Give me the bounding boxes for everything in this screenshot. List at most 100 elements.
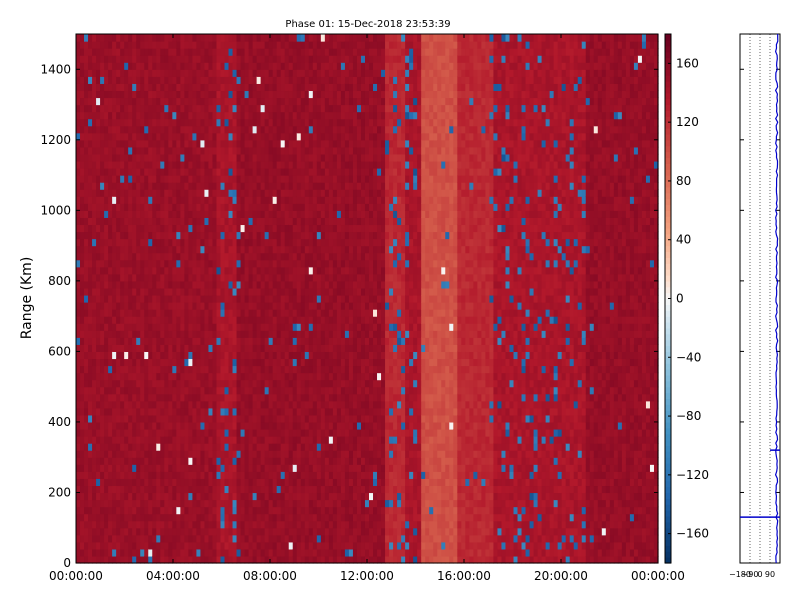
heatmap-cell <box>276 34 282 42</box>
heatmap-cell <box>220 471 226 479</box>
heatmap-cell <box>176 534 181 543</box>
heatmap-cell <box>224 316 230 324</box>
heatmap-cell <box>148 153 153 162</box>
heatmap-cell <box>128 548 133 557</box>
heatmap-cell <box>280 555 286 564</box>
heatmap-cell <box>336 534 342 543</box>
heatmap-cell <box>144 372 149 381</box>
heatmap-cell <box>288 104 294 113</box>
heatmap-cell <box>232 323 238 331</box>
heatmap-cell <box>264 372 270 381</box>
heatmap-cell <box>188 457 193 465</box>
heatmap-cell <box>76 280 81 289</box>
heatmap-cell <box>144 302 149 310</box>
heatmap-cell <box>140 506 145 515</box>
heatmap-cell <box>184 203 189 211</box>
heatmap-cell <box>108 478 113 487</box>
heatmap-cell <box>336 266 342 275</box>
heatmap-cell <box>288 471 294 479</box>
heatmap-cell <box>136 196 141 204</box>
heatmap-cell <box>288 358 294 367</box>
heatmap-cell <box>156 280 161 289</box>
heatmap-cell <box>316 104 322 113</box>
heatmap-cell <box>220 534 226 543</box>
heatmap-cell <box>284 83 290 92</box>
heatmap-cell <box>88 62 93 70</box>
heatmap-cell <box>236 541 242 550</box>
heatmap-cell <box>336 62 342 70</box>
heatmap-cell <box>132 287 137 296</box>
heatmap-cell <box>296 358 302 367</box>
heatmap-cell <box>260 203 266 211</box>
heatmap-cell <box>316 309 322 317</box>
heatmap-cell <box>176 224 181 233</box>
heatmap-cell <box>332 386 338 395</box>
heatmap-cell <box>136 97 141 106</box>
heatmap-cell <box>164 534 169 543</box>
heatmap-cell <box>180 548 185 557</box>
heatmap-cell <box>204 485 210 494</box>
heatmap-cell <box>264 309 270 317</box>
heatmap-cell <box>296 34 302 42</box>
heatmap-cell <box>284 182 290 190</box>
heatmap-cell <box>116 238 121 247</box>
heatmap-cell <box>104 294 109 303</box>
heatmap-cell <box>232 351 238 360</box>
heatmap-cell <box>112 224 117 233</box>
heatmap-cell <box>208 555 214 564</box>
heatmap-cell <box>320 534 326 543</box>
heatmap-cell <box>264 238 270 247</box>
heatmap-cell <box>88 400 93 409</box>
heatmap-cell <box>252 273 258 282</box>
heatmap-cell <box>324 302 330 310</box>
heatmap-cell <box>116 492 121 501</box>
heatmap-cell <box>176 139 181 148</box>
heatmap-cell <box>88 189 93 197</box>
heatmap-cell <box>224 337 230 345</box>
heatmap-cell <box>104 506 109 515</box>
heatmap-cell <box>224 217 230 226</box>
heatmap-cell <box>168 83 173 92</box>
heatmap-cell <box>292 168 298 176</box>
heatmap-cell <box>128 337 133 345</box>
heatmap-cell <box>148 224 153 233</box>
heatmap-cell <box>216 203 222 211</box>
heatmap-cell <box>124 464 129 472</box>
heatmap-cell <box>156 41 161 49</box>
heatmap-cell <box>216 400 222 409</box>
heatmap-cell <box>276 69 282 77</box>
heatmap-cell <box>324 111 330 120</box>
heatmap-cell <box>276 555 282 564</box>
heatmap-cell <box>336 485 342 494</box>
heatmap-cell <box>232 132 238 141</box>
heatmap-cell <box>260 344 266 352</box>
heatmap-cell <box>136 118 141 127</box>
heatmap-cell <box>164 471 169 479</box>
heatmap-cell <box>124 302 129 310</box>
heatmap-cell <box>288 421 294 430</box>
heatmap-cell <box>196 280 202 289</box>
heatmap-cell <box>260 534 266 543</box>
heatmap-cell <box>156 555 161 564</box>
heatmap-cell <box>96 97 101 106</box>
heatmap-cell <box>244 132 250 141</box>
heatmap-cell <box>176 351 181 360</box>
heatmap-cell <box>188 450 193 458</box>
heatmap-cell <box>140 182 145 190</box>
heatmap-cell <box>116 379 121 388</box>
heatmap-cell <box>340 464 346 472</box>
heatmap-cell <box>112 400 117 409</box>
heatmap-cell <box>248 238 254 247</box>
heatmap-cell <box>132 280 137 289</box>
heatmap-cell <box>284 302 290 310</box>
heatmap-cell <box>136 168 141 176</box>
heatmap-cell <box>160 344 165 352</box>
heatmap-cell <box>196 259 202 268</box>
heatmap-cell <box>168 55 173 63</box>
heatmap-cell <box>316 316 322 324</box>
heatmap-cell <box>164 358 169 367</box>
heatmap-cell <box>336 443 342 451</box>
heatmap-cell <box>76 146 81 155</box>
heatmap-cell <box>320 393 326 402</box>
heatmap-cell <box>336 365 342 374</box>
